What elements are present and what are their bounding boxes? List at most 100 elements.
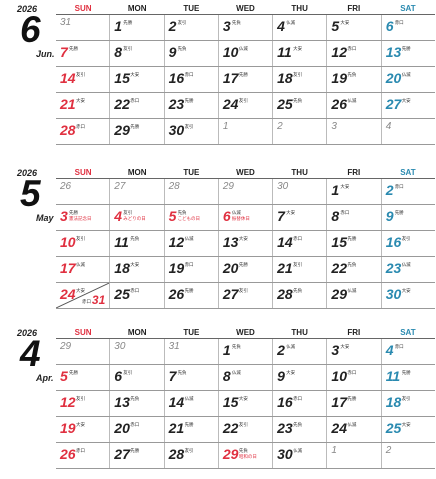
rokuyo-label: 赤口 <box>347 370 357 375</box>
day-number: 5 <box>331 18 340 34</box>
rokuyo-label: 友引 <box>76 396 85 401</box>
day-number: 1 <box>331 445 337 456</box>
week-row: 21 大安 22 赤口 23 先勝 24 友引 25 先負 26 仏滅 27 大安 <box>56 93 435 119</box>
rokuyo-label: 先勝 <box>347 236 357 241</box>
rokuyo-label: 大安 <box>286 210 296 215</box>
day-number: 12 <box>331 44 347 60</box>
weekday-wed: WED <box>236 328 255 337</box>
day-number: 25 <box>114 286 130 302</box>
rokuyo-label: 先負 <box>293 422 303 427</box>
day-cell: 20 先勝 <box>217 257 272 282</box>
day-number: 26 <box>168 286 185 302</box>
day-cell: 1 先勝 <box>109 15 163 40</box>
day-number: 8 <box>114 44 123 60</box>
day-number: 6 <box>222 208 231 224</box>
day-cell: 18 友引 <box>272 67 326 92</box>
day-cell: 29 仏滅 <box>326 283 380 308</box>
day-cell: 1 大安 <box>326 179 380 204</box>
weekday-header: SUN MON TUE WED THU FRI SAT <box>56 166 435 179</box>
day-cell: 12 仏滅 <box>163 231 218 256</box>
day-number: 4 <box>277 18 285 34</box>
day-number: 17 <box>331 394 347 410</box>
split-day-number: 31 <box>91 293 106 307</box>
day-number: 29 <box>222 446 239 462</box>
day-cell: 27 <box>109 179 163 204</box>
day-number: 7 <box>60 44 68 60</box>
day-cell: 10 仏滅 <box>217 41 272 66</box>
day-cell: 7 大安 <box>272 205 326 230</box>
rokuyo-label: 赤口 <box>394 344 404 349</box>
day-cell: 11 大安 <box>272 41 326 66</box>
rokuyo-label: 先負 <box>130 396 140 401</box>
day-number: 17 <box>222 70 239 86</box>
day-cell: 6 友引 <box>109 365 163 390</box>
day-cell: 8 赤口 <box>326 205 380 230</box>
day-cell: 25 赤口 <box>109 283 163 308</box>
rokuyo-label: 仏滅 <box>401 72 411 77</box>
day-cell: 27 大安 <box>380 93 435 118</box>
rokuyo-label: 赤口 <box>394 20 404 25</box>
week-row: 19 大安 20 赤口 21 先勝 22 友引 23 先負 24 仏滅 25 大安 <box>56 417 435 443</box>
week-row: 10 友引 11 先負 12 仏滅 13 大安 14 赤口 15 先勝 16 友引 <box>56 231 435 257</box>
rokuyo-label: 先負 <box>238 448 248 453</box>
day-cell: 14 仏滅 <box>163 391 218 416</box>
day-number: 15 <box>222 394 239 410</box>
day-cell: 17 先勝 <box>217 67 272 92</box>
day-cell: 13 先勝 <box>380 41 435 66</box>
day-number: 18 <box>114 260 130 276</box>
rokuyo-label: 大安 <box>340 344 350 349</box>
day-number: 10 <box>331 368 347 384</box>
day-number: 20 <box>114 420 130 436</box>
day-number: 27 <box>222 286 239 302</box>
rokuyo-label: 仏滅 <box>401 262 411 267</box>
day-cell: 19 赤口 <box>163 257 218 282</box>
day-number: 26 <box>60 446 76 462</box>
rokuyo-label: 友引 <box>238 98 248 103</box>
day-number: 21 <box>60 96 76 112</box>
day-number: 19 <box>331 70 347 86</box>
day-number: 3 <box>331 121 337 132</box>
rokuyo-label: 仏滅 <box>286 344 296 349</box>
day-cell: 31 <box>56 15 109 40</box>
day-number: 3 <box>331 342 340 358</box>
day-number: 22 <box>114 96 130 112</box>
rokuyo-label: 赤口 <box>130 288 140 293</box>
day-number: 5 <box>168 208 177 224</box>
split-divider <box>56 283 109 308</box>
day-cell: 30 仏滅 <box>272 443 326 468</box>
day-number: 16 <box>385 234 402 250</box>
day-cell: 21 大安 <box>56 93 109 118</box>
day-number: 18 <box>385 394 402 410</box>
day-cell: 8 仏滅 <box>217 365 272 390</box>
day-cell: 4 <box>380 119 435 144</box>
day-cell: 28 友引 <box>163 443 218 468</box>
rokuyo-label: 先勝 <box>184 98 194 103</box>
day-number: 24 <box>60 286 76 302</box>
day-cell: 2 友引 <box>163 15 218 40</box>
day-number: 3 <box>222 18 231 34</box>
day-cell: 15 先勝 <box>326 231 380 256</box>
month-grid: SUN MON TUE WED THU FRI SAT 29 30 31 1 先負 2 仏滅 3 大安 4 赤口 5… <box>56 326 435 469</box>
day-number: 29 <box>60 341 72 352</box>
weekday-thu: THU <box>291 328 308 337</box>
day-number: 27 <box>114 181 126 192</box>
day-number: 20 <box>385 70 402 86</box>
rokuyo-label: 大安 <box>238 396 248 401</box>
day-cell: 25 先負 <box>272 93 326 118</box>
day-number: 28 <box>60 122 76 138</box>
day-cell: 30 <box>109 339 163 364</box>
day-cell: 17 先勝 <box>326 391 380 416</box>
day-number: 22 <box>331 260 347 276</box>
day-number: 2 <box>277 342 285 358</box>
rokuyo-label: 仏滅 <box>231 210 241 215</box>
rokuyo-label: 友引 <box>123 210 133 215</box>
weekday-tue: TUE <box>183 4 200 13</box>
rokuyo-label: 赤口 <box>76 124 85 129</box>
day-cell: 18 友引 <box>380 391 435 416</box>
day-cell: 6 仏滅 振替休日 <box>217 205 272 230</box>
day-cell: 4 仏滅 <box>272 15 326 40</box>
day-cell: 5 先勝 <box>56 365 109 390</box>
weekday-sun: SUN <box>74 328 92 337</box>
day-number: 14 <box>60 70 76 86</box>
day-cell: 29 <box>56 339 109 364</box>
